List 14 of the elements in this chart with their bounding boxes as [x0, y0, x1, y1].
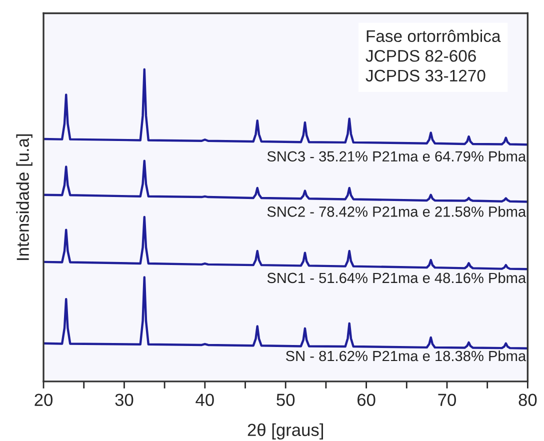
x-axis-title: 2θ [graus]: [248, 423, 323, 440]
series-label: SN - 81.62% P21ma e 18.38% Pbma: [286, 350, 526, 362]
x-tick-label: 80: [518, 394, 537, 406]
x-tick-label: 60: [358, 394, 376, 406]
y-axis-title: Intensidade [u.a]: [16, 134, 32, 260]
x-tick-label: 40: [196, 394, 214, 406]
x-tick-label: 30: [115, 394, 134, 406]
series-label: SNC1 - 51.64% P21ma e 48.16% Pbma: [267, 272, 526, 284]
series-label: SNC2 - 78.42% P21ma e 21.58% Pbma: [267, 206, 526, 217]
x-tick-label: 20: [34, 394, 52, 406]
x-tick-label: 70: [438, 394, 456, 406]
annotation: Fase ortorrômbica JCPDS 82-606 JCPDS 33-1270: [366, 30, 501, 82]
x-tick-label: 50: [276, 394, 295, 406]
series-label: SNC3 - 35.21% P21ma e 64.79% Pbma: [267, 150, 526, 162]
